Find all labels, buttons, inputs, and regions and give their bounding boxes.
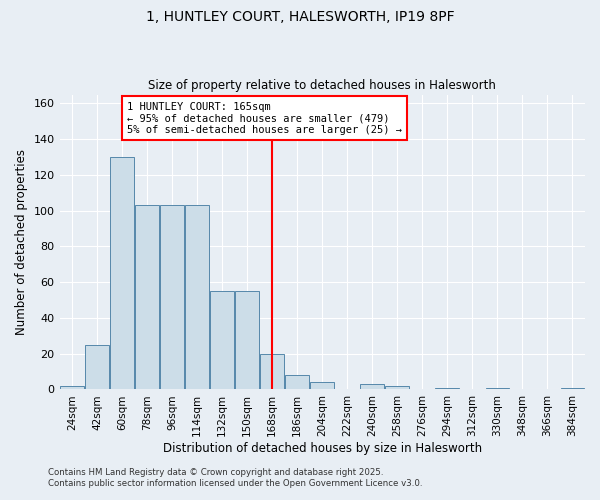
Text: 1, HUNTLEY COURT, HALESWORTH, IP19 8PF: 1, HUNTLEY COURT, HALESWORTH, IP19 8PF — [146, 10, 454, 24]
Bar — [110, 157, 134, 390]
Title: Size of property relative to detached houses in Halesworth: Size of property relative to detached ho… — [148, 79, 496, 92]
Bar — [560, 388, 584, 390]
Bar — [260, 354, 284, 390]
Bar — [60, 386, 84, 390]
Bar — [385, 386, 409, 390]
Bar — [210, 291, 234, 390]
Bar — [235, 291, 259, 390]
Bar — [135, 206, 159, 390]
Text: Contains HM Land Registry data © Crown copyright and database right 2025.
Contai: Contains HM Land Registry data © Crown c… — [48, 468, 422, 487]
Bar — [485, 388, 509, 390]
Bar — [185, 206, 209, 390]
Text: 1 HUNTLEY COURT: 165sqm
← 95% of detached houses are smaller (479)
5% of semi-de: 1 HUNTLEY COURT: 165sqm ← 95% of detache… — [127, 102, 402, 135]
X-axis label: Distribution of detached houses by size in Halesworth: Distribution of detached houses by size … — [163, 442, 482, 455]
Bar — [310, 382, 334, 390]
Bar — [361, 384, 384, 390]
Bar — [160, 206, 184, 390]
Bar — [436, 388, 459, 390]
Bar — [286, 375, 309, 390]
Bar — [85, 345, 109, 390]
Y-axis label: Number of detached properties: Number of detached properties — [15, 149, 28, 335]
